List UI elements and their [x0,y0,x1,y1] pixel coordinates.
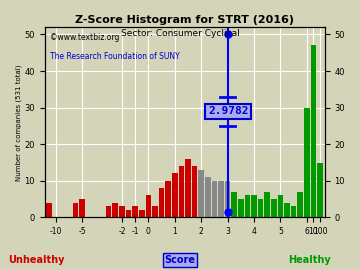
Bar [165,181,171,217]
Bar [284,203,290,217]
Bar [278,195,283,217]
Bar [179,166,184,217]
Bar [271,199,276,217]
Bar [231,192,237,217]
Bar [46,203,52,217]
Bar [126,210,131,217]
Title: Z-Score Histogram for STRT (2016): Z-Score Histogram for STRT (2016) [75,15,294,25]
Bar [212,181,217,217]
Bar [251,195,257,217]
Bar [291,206,296,217]
Text: Sector: Consumer Cyclical: Sector: Consumer Cyclical [121,29,239,38]
Bar [225,181,230,217]
Text: ©www.textbiz.org: ©www.textbiz.org [50,33,120,42]
Bar [205,177,211,217]
Bar [244,195,250,217]
Text: Score: Score [165,255,195,265]
Text: The Research Foundation of SUNY: The Research Foundation of SUNY [50,52,180,61]
Bar [297,192,303,217]
Bar [311,45,316,217]
Text: Unhealthy: Unhealthy [8,255,64,265]
Bar [317,163,323,217]
Bar [152,206,158,217]
Bar [145,195,151,217]
Text: 2.9782: 2.9782 [208,106,248,116]
Bar [264,192,270,217]
Bar [132,206,138,217]
Bar [139,210,144,217]
Bar [119,206,125,217]
Bar [218,181,224,217]
Bar [172,174,177,217]
Bar [238,199,244,217]
Bar [304,108,310,217]
Bar [73,203,78,217]
Text: Healthy: Healthy [288,255,331,265]
Y-axis label: Number of companies (531 total): Number of companies (531 total) [15,64,22,181]
Bar [258,199,264,217]
Bar [159,188,164,217]
Bar [106,206,112,217]
Bar [198,170,204,217]
Bar [185,159,191,217]
Bar [112,203,118,217]
Bar [80,199,85,217]
Bar [192,166,197,217]
